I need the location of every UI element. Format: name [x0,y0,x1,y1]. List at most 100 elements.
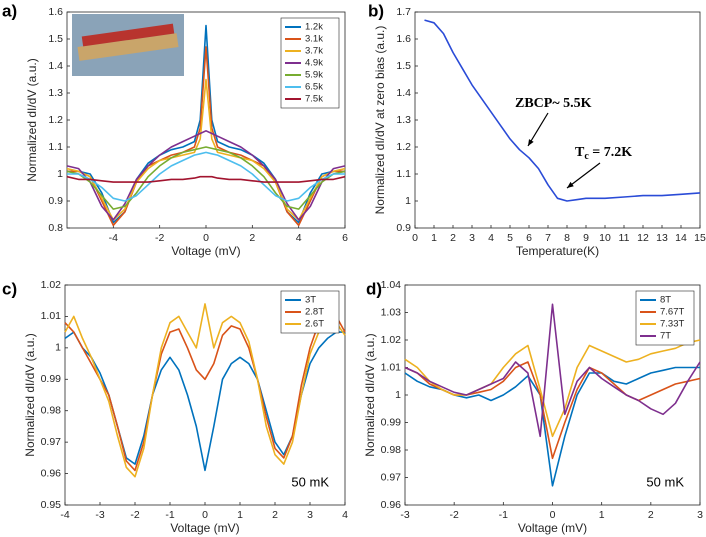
inset-label: S [634,68,642,83]
y-tick-label: 1.02 [41,279,62,291]
y-axis-label: Normalized dI/dV (a.u.) [25,58,39,181]
y-tick-label: 1.6 [48,6,63,18]
y-tick-label: 1.5 [396,60,411,72]
legend-label: 3.7k [305,46,323,57]
inset-label: D [557,40,567,55]
y-tick-label: 0.99 [41,373,62,385]
legend-label: 7T [660,331,671,342]
x-tick-label: 6 [526,232,532,244]
y-tick-label: 1.2 [48,114,63,126]
legend-label: 2.8T [305,307,324,318]
y-tick-label: 0.95 [41,499,62,511]
x-tick-label: 4 [488,232,494,244]
y-tick-label: 1.01 [381,361,402,373]
data-line [66,175,346,183]
x-tick-label: 11 [619,232,630,244]
y-tick-label: 1 [55,342,61,354]
x-tick-label: 15 [694,232,706,244]
legend-label: 3.1k [305,34,323,45]
data-line [404,303,701,438]
annotation-text: = 7.2K [589,145,632,160]
x-tick-label: 2 [272,509,278,521]
x-tick-label: -1 [165,509,174,521]
x-tick-label: 4 [296,232,302,244]
x-tick-label: 2 [648,509,654,521]
legend-label: 6.5k [305,82,323,93]
y-tick-label: 1.3 [396,114,411,126]
x-tick-label: 1 [599,509,605,521]
y-tick-label: 1.1 [48,141,63,153]
x-tick-label: 13 [656,232,668,244]
x-axis-label: Voltage (mV) [518,521,587,535]
x-tick-label: 0 [202,509,208,521]
data-line [67,24,345,224]
arrow-head [567,181,574,188]
inset-molecules [81,23,175,47]
y-tick-label: 0.98 [41,404,62,416]
y-axis-label: Normalized dI/dV (a.u.) [23,333,37,456]
x-axis-label: Temperature(K) [516,244,599,258]
annotation: 50 mK [646,474,684,489]
x-tick-label: 2 [450,232,456,244]
y-tick-label: 1.4 [48,60,63,72]
annotation-text: ZBCP~ 5.5K [515,96,592,111]
x-tick-label: -2 [449,509,458,521]
y-tick-label: 1.5 [48,33,63,45]
x-tick-label: 9 [583,232,589,244]
x-tick-label: 3 [469,232,475,244]
x-tick-label: -3 [400,509,409,521]
y-tick-label: 0.9 [396,222,411,234]
x-tick-label: 1 [431,232,437,244]
x-tick-label: 4 [342,509,348,521]
annotation-subscript: c [584,151,589,162]
data-line [66,130,346,221]
y-tick-label: 1.7 [396,6,411,18]
y-tick-label: 1.2 [396,141,411,153]
legend-box [280,17,340,109]
legend-label: 2.6T [305,319,324,330]
x-axis-label: Voltage (mV) [170,521,239,535]
y-tick-label: 1.4 [396,87,411,99]
legend-label: 3T [305,295,316,306]
x-tick-label: -1 [499,509,508,521]
y-tick-label: 1.3 [48,87,63,99]
panel-label: b) [368,1,384,20]
x-axis-label: Voltage (mV) [171,244,240,258]
x-tick-label: 14 [675,232,687,244]
y-tick-label: 1.6 [396,33,411,45]
x-tick-label: -4 [60,509,69,521]
data-line [424,19,701,202]
x-tick-label: 3 [307,509,313,521]
annotation: Tc = 7.2K [575,145,632,162]
data-line [64,309,346,472]
x-tick-label: 5 [507,232,513,244]
x-tick-label: -3 [95,509,104,521]
data-line [64,303,346,478]
legend-label: 8T [660,295,671,306]
legend-label: 7.5k [305,94,323,105]
plot-area [414,11,701,229]
legend-label: 5.9k [305,70,323,81]
y-tick-label: 1.03 [381,306,402,318]
x-tick-label: 3 [697,509,703,521]
x-tick-label: 0 [412,232,418,244]
legend-label: 7.67T [660,307,684,318]
x-tick-label: 6 [342,232,348,244]
y-tick-label: 1.02 [381,334,402,346]
y-tick-label: 0.96 [381,499,402,511]
x-tick-label: 2 [249,232,255,244]
y-tick-label: 1 [57,168,63,180]
y-tick-label: 0.97 [41,436,62,448]
data-line [67,151,345,202]
x-tick-label: -4 [109,232,118,244]
y-tick-label: 1 [395,389,401,401]
annotation-arrow [566,162,601,189]
x-tick-label: 7 [545,232,551,244]
y-tick-label: 1.1 [396,168,411,180]
x-tick-label: -2 [130,509,139,521]
y-tick-label: 0.8 [48,222,63,234]
legend-label: 4.9k [305,58,323,69]
y-tick-label: 1.01 [41,310,62,322]
y-tick-label: 1.04 [381,279,402,291]
